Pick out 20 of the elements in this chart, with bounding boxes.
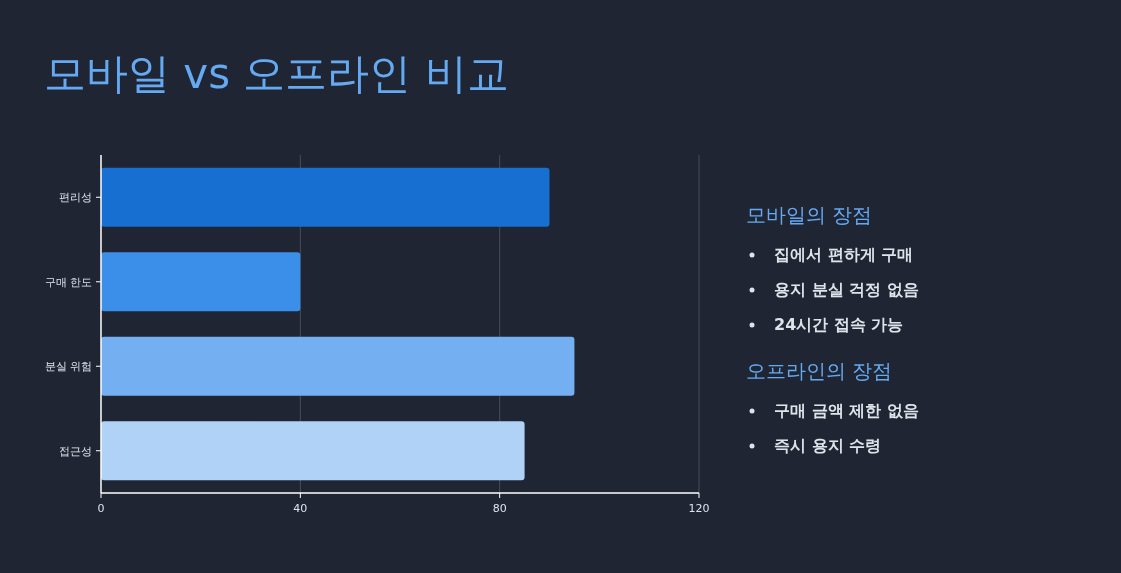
y-tick-label: 편리성 xyxy=(59,191,92,205)
x-tick-label: 80 xyxy=(492,502,507,515)
text: 용지 분실 걱정 없음 xyxy=(774,280,919,299)
text: 오프라인의 장점 xyxy=(746,359,893,383)
bar xyxy=(101,167,550,227)
text: 구매 금액 제한 없음 xyxy=(774,401,919,420)
x-tick-label: 120 xyxy=(688,502,710,515)
bar xyxy=(101,421,525,481)
y-tick-label: 구매 한도 xyxy=(44,275,92,289)
x-tick-label: 40 xyxy=(293,502,308,515)
y-tick-label: 접근성 xyxy=(59,444,92,458)
bar xyxy=(101,252,301,312)
text: 24시간 접속 가능 xyxy=(774,315,904,334)
chart-title: 모바일 vs 오프라인 비교 xyxy=(44,49,509,98)
y-tick-label: 분실 위험 xyxy=(44,360,92,374)
bar xyxy=(101,336,575,396)
text: 즉시 용지 수령 xyxy=(774,436,882,455)
x-tick-label: 0 xyxy=(97,502,105,515)
text: 집에서 편하게 구매 xyxy=(774,245,914,264)
text: 모바일의 장점 xyxy=(746,203,873,227)
